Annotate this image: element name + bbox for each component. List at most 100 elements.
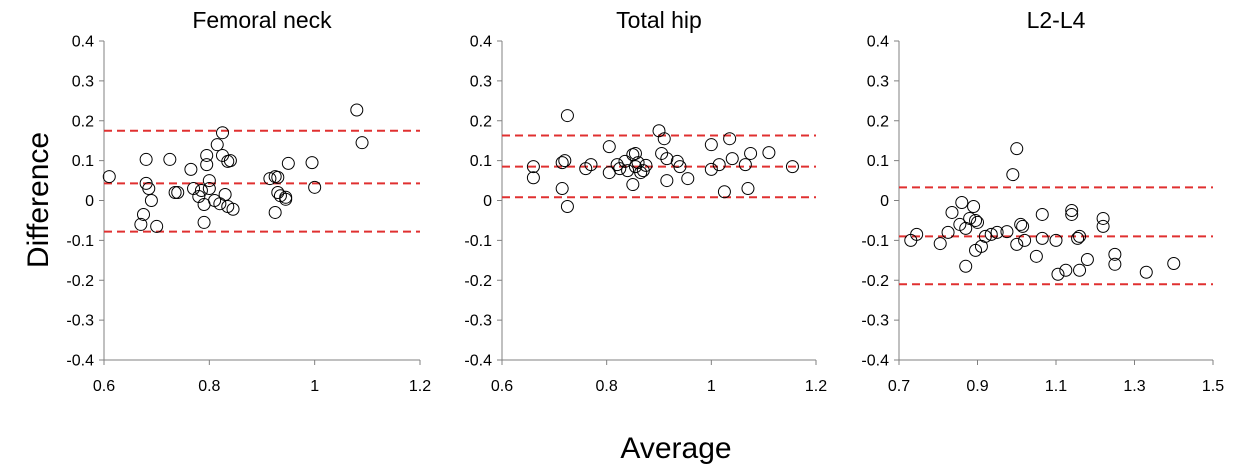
data-point	[1108, 257, 1122, 271]
data-point	[279, 190, 293, 204]
y-tick-label: -0.4	[66, 353, 94, 370]
y-tick-label: 0	[880, 193, 889, 210]
data-point	[990, 225, 1004, 239]
y-axis-label: Difference	[22, 132, 55, 268]
x-tick-label: 0.8	[198, 378, 220, 395]
data-point	[268, 205, 282, 219]
y-tick-label: 0.3	[72, 73, 94, 90]
data-point	[626, 178, 640, 192]
data-point	[308, 180, 322, 194]
data-point	[1016, 219, 1030, 233]
data-point	[281, 156, 295, 170]
data-point	[555, 156, 569, 170]
data-point	[579, 162, 593, 176]
data-point	[963, 211, 977, 225]
data-point	[660, 152, 674, 166]
data-point	[197, 215, 211, 229]
data-point	[978, 229, 992, 243]
y-tick-label: 0	[85, 193, 94, 210]
data-point	[621, 164, 635, 178]
data-point	[163, 152, 177, 166]
data-point	[785, 160, 799, 174]
y-tick-label: 0.1	[470, 153, 492, 170]
data-point	[673, 160, 687, 174]
data-point	[618, 154, 632, 168]
data-point	[1035, 207, 1049, 221]
data-point	[526, 160, 540, 174]
y-tick-label: -0.3	[464, 313, 492, 330]
data-point	[1073, 229, 1087, 243]
data-point	[1065, 207, 1079, 221]
x-axis-label: Average	[620, 432, 731, 465]
data-point	[655, 146, 669, 160]
data-point	[200, 148, 214, 162]
data-point	[355, 136, 369, 150]
data-point	[969, 213, 983, 227]
data-point	[955, 195, 969, 209]
data-point	[723, 132, 737, 146]
data-point	[226, 202, 240, 216]
data-point	[1071, 231, 1085, 245]
data-point	[171, 186, 185, 200]
y-tick-label: 0.4	[470, 34, 492, 51]
data-point	[139, 152, 153, 166]
y-tick-label: 0.1	[72, 153, 94, 170]
x-tick-label: 0.8	[596, 378, 618, 395]
y-tick-label: 0.2	[867, 113, 889, 130]
y-tick-label: -0.4	[861, 353, 889, 370]
y-tick-label: 0.4	[72, 34, 94, 51]
data-point	[1096, 211, 1110, 225]
data-point	[218, 188, 232, 202]
data-point	[1000, 225, 1014, 239]
data-point	[945, 205, 959, 219]
data-point	[560, 109, 574, 123]
data-point	[933, 237, 947, 251]
y-tick-label: -0.1	[66, 233, 94, 250]
data-point	[725, 152, 739, 166]
y-tick-label: 0	[483, 193, 492, 210]
data-point	[137, 207, 150, 221]
data-point	[660, 174, 674, 188]
data-point	[526, 171, 540, 185]
data-point	[168, 186, 182, 200]
data-point	[560, 199, 574, 213]
data-point	[1065, 203, 1079, 217]
x-tick-label: 1.2	[805, 378, 827, 395]
data-point	[941, 225, 955, 239]
data-point	[681, 172, 695, 186]
data-point	[610, 158, 624, 172]
data-point	[1073, 263, 1087, 277]
data-point	[1108, 247, 1122, 261]
data-point	[602, 140, 616, 154]
data-point	[216, 126, 229, 140]
y-tick-label: -0.2	[861, 273, 889, 290]
data-point	[959, 259, 973, 273]
y-tick-label: 0.4	[867, 34, 889, 51]
data-point	[150, 219, 164, 233]
data-point	[350, 103, 364, 117]
data-point	[628, 146, 642, 160]
data-point	[1167, 257, 1181, 271]
data-point	[910, 227, 924, 241]
chart-title: Femoral neck	[192, 7, 332, 33]
y-tick-label: -0.1	[861, 233, 889, 250]
x-tick-label: 0.6	[491, 378, 513, 395]
y-tick-label: -0.4	[464, 353, 492, 370]
data-point	[1029, 249, 1043, 263]
x-tick-label: 1.2	[409, 378, 431, 395]
x-tick-label: 0.6	[93, 378, 115, 395]
x-tick-label: 0.7	[888, 378, 910, 395]
data-point	[210, 138, 224, 152]
data-point	[762, 146, 776, 160]
x-tick-label: 1	[707, 378, 716, 395]
data-point	[134, 217, 148, 231]
x-tick-label: 1.3	[1123, 378, 1145, 395]
y-tick-label: 0.3	[867, 73, 889, 90]
data-point	[967, 199, 981, 213]
y-tick-label: -0.2	[66, 273, 94, 290]
data-point	[223, 154, 237, 168]
data-point	[102, 170, 116, 184]
data-point	[263, 172, 277, 186]
y-tick-label: -0.3	[861, 313, 889, 330]
data-point	[712, 158, 726, 172]
